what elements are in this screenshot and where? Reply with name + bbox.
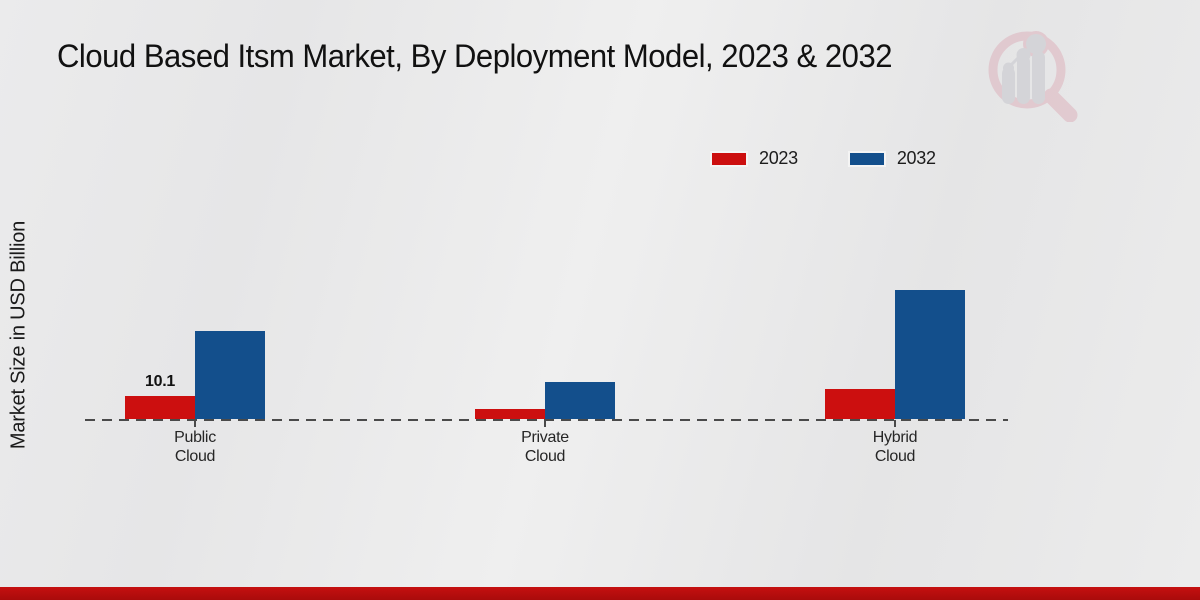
bar-2032-hybrid-cloud	[895, 290, 965, 419]
magnifier-handle	[1043, 88, 1078, 122]
data-label-2023-public-cloud: 10.1	[145, 373, 175, 390]
logo-dot-3	[1026, 34, 1046, 54]
x-axis-tick-hybrid-cloud	[894, 420, 896, 427]
logo-bar-3	[1032, 51, 1045, 104]
legend-swatch-2032	[849, 152, 884, 165]
x-axis-tick-private-cloud	[544, 420, 546, 427]
logo-bar-1	[1002, 67, 1015, 104]
category-label-private-cloud: Private Cloud	[521, 429, 569, 465]
legend-item-2032: 2032	[849, 148, 936, 169]
category-label-hybrid-cloud: Hybrid Cloud	[872, 429, 918, 465]
bar-2032-private-cloud	[545, 382, 615, 419]
market-research-logo-watermark	[988, 31, 1078, 122]
legend-label-2032: 2032	[896, 148, 936, 168]
bar-2023-hybrid-cloud	[825, 389, 895, 419]
bar-2023-public-cloud	[125, 396, 195, 419]
legend-swatch-2023	[712, 152, 746, 165]
bar-2032-public-cloud	[195, 331, 265, 419]
logo-dot-2	[1016, 48, 1031, 62]
x-axis-dashed-baseline	[85, 419, 1008, 421]
footer-red-strip	[0, 587, 1200, 600]
category-label-public-cloud: Public Cloud	[174, 429, 216, 465]
chart-title: Cloud Based Itsm Market, By Deployment M…	[57, 38, 893, 74]
bar-2023-private-cloud	[475, 409, 545, 419]
legend: 2023 2032	[712, 148, 936, 169]
legend-item-2023: 2023	[712, 148, 798, 169]
logo-dot-1	[1003, 62, 1014, 74]
legend-label-2023: 2023	[759, 148, 798, 168]
logo-bar-2	[1017, 55, 1030, 104]
x-axis-tick-public-cloud	[194, 420, 196, 427]
